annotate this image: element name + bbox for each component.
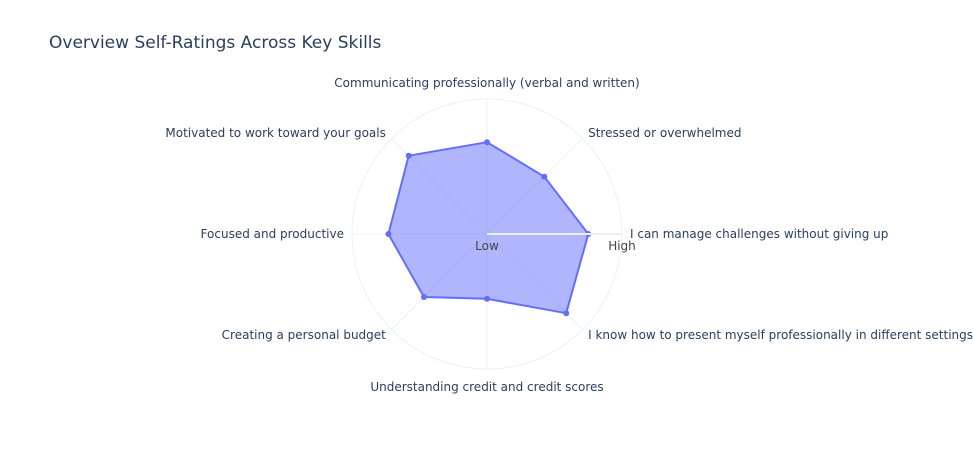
angular-axis-label: Stressed or overwhelmed (588, 126, 741, 140)
angular-axis-label: I can manage challenges without giving u… (630, 227, 888, 241)
chart-title: Overview Self-Ratings Across Key Skills (49, 33, 382, 53)
data-point[interactable] (541, 173, 548, 180)
radial-tick-label: High (608, 239, 636, 253)
data-point[interactable] (420, 294, 427, 301)
radial-tick-label: Low (475, 239, 499, 253)
angular-axis-label: Understanding credit and credit scores (370, 380, 603, 394)
series-layer (385, 139, 592, 317)
data-point[interactable] (405, 152, 412, 159)
angular-axis-label: Motivated to work toward your goals (165, 126, 386, 140)
angular-axis-label: I know how to present myself professiona… (588, 328, 973, 342)
data-point[interactable] (484, 139, 490, 146)
angular-axis-label: Communicating professionally (verbal and… (334, 76, 639, 90)
angular-axis-labels: I can manage challenges without giving u… (165, 76, 973, 394)
angular-axis-label: Creating a personal budget (222, 328, 387, 342)
radial-axis-ticks: Low High (475, 233, 636, 253)
angular-axis-label: Focused and productive (201, 227, 344, 241)
series-fill-area (388, 142, 589, 314)
data-point[interactable] (484, 295, 490, 302)
data-point[interactable] (385, 231, 392, 237)
data-point[interactable] (563, 310, 570, 317)
